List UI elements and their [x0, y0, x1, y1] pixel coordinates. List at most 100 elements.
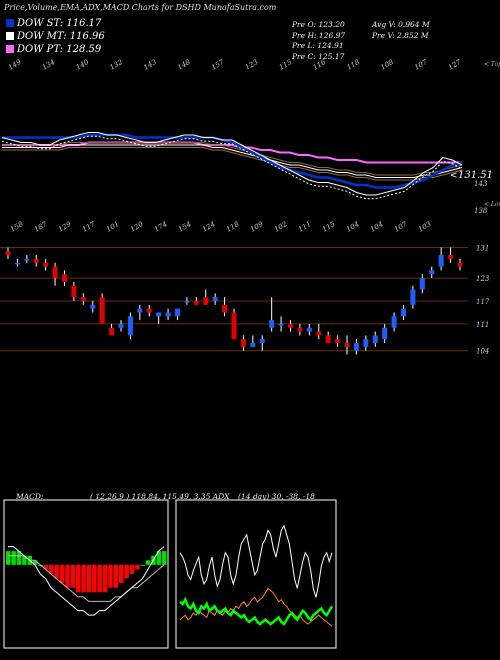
- macd-histogram-bar: [16, 551, 22, 565]
- top-marker-label: 157: [210, 58, 226, 72]
- top-axis-tick: 138: [474, 207, 488, 215]
- price-axis-tick: 117: [476, 298, 490, 306]
- candle-body: [391, 316, 397, 328]
- minus-di-line: [179, 587, 333, 627]
- stat-prev-volume: Pre V: 2.852 M: [372, 30, 429, 40]
- top-marker-label: 116: [312, 58, 328, 72]
- ma-legend-st: DOW ST: 116.17: [6, 18, 101, 29]
- ma-legend-label: DOW ST: 116.17: [17, 18, 102, 29]
- candle-body: [184, 301, 190, 303]
- low-marker-label: 109: [249, 220, 265, 234]
- candle-body: [212, 297, 218, 301]
- macd-histogram-bar: [129, 564, 135, 574]
- candle-body: [382, 327, 388, 340]
- macd-histogram-bar: [81, 564, 86, 593]
- low-marker-label: 104: [345, 220, 361, 234]
- macd-histogram-bar: [22, 555, 27, 565]
- candle-body: [457, 262, 463, 267]
- stat-close: Pre C: 125.17: [292, 51, 345, 61]
- macd-histogram-bar: [92, 564, 97, 593]
- macd-histogram-bar: [54, 564, 59, 579]
- top-marker-label: 132: [109, 58, 125, 72]
- top-axis-tick: 143: [474, 180, 488, 188]
- macd-histogram-bar: [32, 560, 38, 565]
- macd-histogram-bar: [75, 564, 81, 593]
- ema-tan-line: [2, 147, 463, 181]
- macd-label: MACD:: [16, 492, 44, 501]
- low-marker-label: 120: [129, 220, 145, 234]
- low-marker-label: 101: [105, 220, 121, 234]
- top-marker-label: 118: [345, 58, 361, 72]
- candle-body: [52, 266, 58, 279]
- low-marker-label: 158: [9, 220, 25, 234]
- adx-values: (14 day) 30, -38, -18: [238, 492, 315, 501]
- candle-body: [363, 339, 369, 347]
- low-marker-label: 118: [225, 220, 241, 234]
- adx-panel: [175, 499, 337, 649]
- candle-body: [448, 255, 454, 259]
- macd-histogram-bar: [108, 564, 113, 588]
- candle-body: [353, 343, 359, 351]
- top-marker-label: 134: [41, 58, 57, 72]
- macd-histogram-bar: [97, 564, 102, 593]
- candle-body: [62, 274, 67, 282]
- top-marker-label: 115: [278, 58, 294, 72]
- price-dotted-line: [1, 135, 463, 200]
- top-marker-label: 107: [413, 58, 429, 72]
- candle-body: [325, 335, 331, 344]
- dow-st-line: [2, 133, 463, 189]
- price-axis-tick: 123: [476, 275, 490, 283]
- macd-histogram-bar: [102, 564, 108, 593]
- low-marker-label: 117: [81, 220, 97, 234]
- low-marker-label: 102: [273, 220, 289, 234]
- ma-color-swatch: [6, 19, 14, 27]
- top-marker-label: 149: [7, 58, 23, 72]
- stat-high: Pre H: 126.97: [292, 30, 346, 40]
- low-marker-label: 174: [153, 220, 169, 234]
- last-price-label: 131.51: [458, 170, 493, 181]
- chart-title: Price,Volume,EMA,ADX,MACD Charts for DSH…: [4, 3, 277, 12]
- low-marker-label: 154: [177, 220, 193, 234]
- ma-legend-label: DOW PT: 128.59: [17, 44, 102, 55]
- macd-histogram-bar: [124, 564, 129, 579]
- adx-line: [179, 524, 333, 598]
- macd-values: ( 12,26,9 ) 118.84, 115.49, 3.35 ADX: [90, 492, 230, 501]
- candle-body: [306, 327, 312, 332]
- top-marker-label: 148: [176, 58, 192, 72]
- dow-mt-line: [2, 144, 463, 178]
- price-axis-tick: 131: [476, 244, 489, 252]
- volume-stats: Avg V: 0.964 M Pre V: 2.852 M: [372, 20, 430, 41]
- low-marker-label: 115: [321, 220, 337, 234]
- macd-panel: [3, 499, 169, 649]
- candle-body: [401, 308, 406, 317]
- candle-body: [335, 339, 341, 344]
- candle-body: [269, 320, 275, 328]
- low-marker-label: 124: [201, 220, 217, 234]
- price-line: [1, 132, 463, 196]
- candle-body: [43, 262, 49, 267]
- candle-body: [24, 258, 30, 261]
- top-marker-label: 140: [75, 58, 91, 72]
- candle-body: [137, 308, 143, 313]
- macd-histogram-bar: [6, 551, 11, 565]
- candle-body: [288, 323, 293, 328]
- tops-axis-label: < Tops: [484, 61, 500, 68]
- candle-body: [14, 262, 20, 265]
- price-axis-tick: 111: [476, 321, 489, 329]
- low-marker-label: 111: [297, 220, 313, 234]
- ohlc-stats: Pre O: 123.20 Pre H: 126.97 Pre L: 124.9…: [292, 20, 345, 62]
- candle-body: [33, 258, 39, 263]
- macd-histogram-bar: [118, 564, 124, 584]
- ma-color-swatch: [6, 32, 14, 40]
- candle-body: [156, 312, 162, 317]
- lows-axis-label: < Lows: [484, 201, 500, 208]
- last-price-pointer: <: [450, 171, 458, 181]
- macd-histogram-bar: [135, 564, 140, 570]
- candle-body: [71, 285, 77, 298]
- macd-line: [8, 546, 165, 616]
- macd-histogram-bar: [65, 564, 70, 588]
- candle-body: [193, 301, 199, 305]
- low-marker-label: 187: [33, 220, 49, 234]
- candle-body: [90, 304, 96, 309]
- top-marker-label: 127: [447, 58, 463, 72]
